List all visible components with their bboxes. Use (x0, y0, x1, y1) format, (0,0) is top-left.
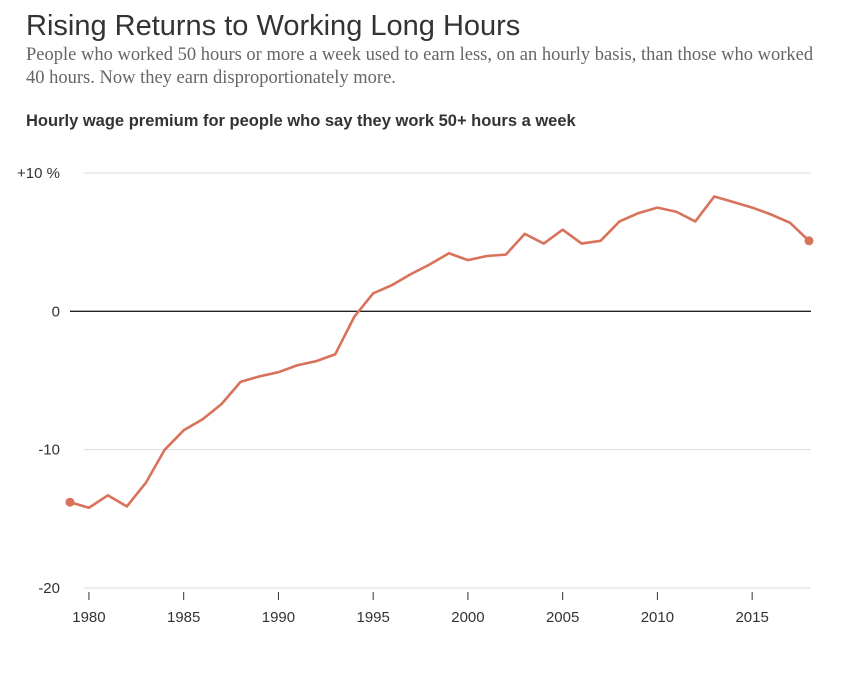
x-tick-label: 1985 (167, 609, 200, 626)
x-tick-label: 1990 (262, 609, 295, 626)
subtitle: People who worked 50 hours or more a wee… (26, 45, 814, 88)
y-tick-label: -10 (38, 442, 60, 459)
x-tick-label: 1980 (72, 609, 105, 626)
y-tick-label: -20 (38, 580, 60, 597)
data-line (69, 195, 810, 510)
subtitle-box: People who worked 50 hours or more a wee… (26, 45, 814, 88)
x-tick-label: 2005 (546, 609, 579, 626)
x-tick-label: 2000 (451, 609, 484, 626)
x-tick-label: 1995 (356, 609, 389, 626)
x-tick-label: 2015 (735, 609, 768, 626)
y-tick-label: +10 % (17, 165, 60, 182)
y-axis-title: Hourly wage premium for people who say t… (26, 112, 577, 130)
endpoint-marker (65, 497, 75, 507)
chart-title: Rising Returns to Working Long Hours (26, 10, 520, 42)
endpoint-marker (804, 236, 814, 246)
x-tick-label: 2010 (641, 609, 674, 626)
y-tick-label: 0 (52, 303, 60, 320)
